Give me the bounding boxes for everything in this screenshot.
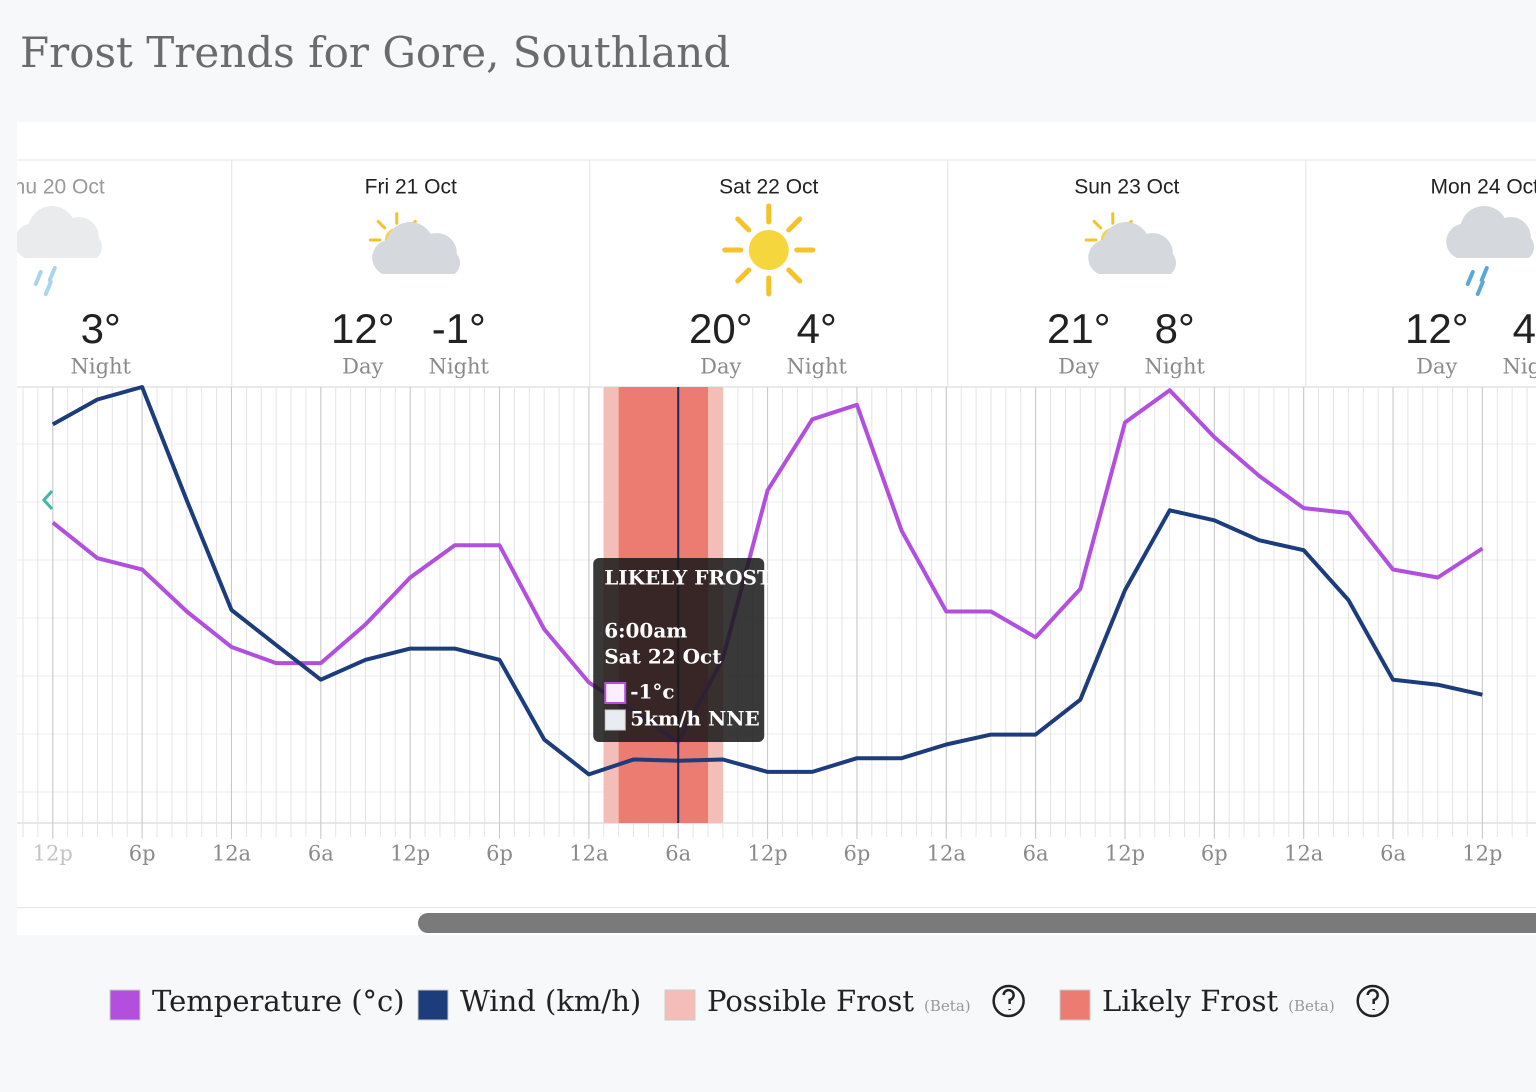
rain-drop <box>43 280 53 296</box>
tooltip-date: Sat 22 Oct <box>604 645 722 669</box>
x-tick-label: 12a <box>212 842 251 866</box>
rain-drop <box>1479 266 1489 282</box>
night-temp: -1° <box>432 305 486 352</box>
help-icon[interactable] <box>1356 984 1389 1018</box>
help-icon[interactable] <box>992 984 1025 1018</box>
scroll-left-arrow[interactable] <box>41 490 54 510</box>
help-icon-mark <box>1002 988 1015 1010</box>
tooltip-box <box>593 558 765 742</box>
rain-drop <box>1475 280 1485 296</box>
x-tick-label: 12a <box>927 842 966 866</box>
day-temp: 12° <box>331 305 395 352</box>
legend-beta: (Beta) <box>1288 997 1335 1015</box>
tooltip-temperature: -1°c <box>630 680 674 704</box>
day-label: Sun 23 Oct <box>1074 176 1179 199</box>
night-temp: 8° <box>1155 305 1195 352</box>
legend-swatch <box>1059 989 1091 1021</box>
page-title: Frost Trends for Gore, Southland <box>20 28 730 77</box>
x-tick-label: 12p <box>747 842 787 866</box>
rain-drop <box>1465 270 1475 286</box>
legend-label: Temperature (°c) <box>152 984 405 1018</box>
legend-label: Possible Frost <box>707 984 914 1018</box>
legend-swatch <box>109 989 141 1021</box>
legend-label: Wind (km/h) <box>460 984 641 1018</box>
tooltip-swatch <box>604 709 626 731</box>
x-tick-label: 6p <box>844 842 871 866</box>
series-line <box>51 388 1484 745</box>
tooltip-time: 6:00am <box>604 619 687 643</box>
x-tick-label: 6a <box>1380 842 1406 866</box>
rain-drop <box>47 266 57 282</box>
x-tick-label: 6a <box>665 842 691 866</box>
x-tick-label: 12p <box>390 842 430 866</box>
x-tick-label: 6p <box>129 842 156 866</box>
night-temp: 3° <box>81 305 121 352</box>
series-line <box>51 385 1483 777</box>
weather-icon <box>725 206 813 294</box>
legend-beta: (Beta) <box>924 997 971 1015</box>
night-temp: 4° <box>797 305 837 352</box>
tooltip-swatch <box>604 682 627 704</box>
x-tick-label: 12p <box>33 842 73 866</box>
day-temp: 12° <box>1405 305 1469 352</box>
horizontal-grid <box>17 443 1536 793</box>
day-temp-label: Day <box>1416 355 1457 379</box>
scroll-track <box>17 907 1536 908</box>
day-temp-label: Day <box>342 355 383 379</box>
x-tick-label: 12p <box>1105 842 1145 866</box>
x-tick-label: 6p <box>486 842 513 866</box>
day-temp-label: Day <box>1058 355 1099 379</box>
day-label: Sat 22 Oct <box>719 176 818 199</box>
help-icon-mark <box>1366 988 1379 1010</box>
legend-swatch <box>417 989 449 1021</box>
legend-swatch <box>664 989 696 1021</box>
night-temp-label: Night <box>71 355 132 379</box>
night-temp-label: Night <box>787 355 848 379</box>
day-temp: 21° <box>1047 305 1111 352</box>
night-temp-label: Night <box>429 355 490 379</box>
legend-label: Likely Frost <box>1102 984 1278 1018</box>
x-tick-label: 12p <box>1462 842 1502 866</box>
weather-icon <box>1446 206 1535 296</box>
night-temp-label: Night <box>1503 355 1536 379</box>
sun-icon <box>725 206 813 294</box>
rain-drop <box>33 270 43 286</box>
tooltip-title: LIKELY FROST <box>604 566 772 590</box>
x-tick-label: 12a <box>569 842 608 866</box>
day-label: Thu 20 Oct <box>1 176 105 199</box>
night-temp: 4° <box>1513 305 1536 352</box>
day-temp: 20° <box>689 305 753 352</box>
x-tick-label: 12a <box>1284 842 1323 866</box>
day-label: Mon 24 Oct <box>1430 176 1536 199</box>
weather-icon <box>17 206 103 296</box>
tooltip-wind: 5km/h NNE <box>630 707 760 731</box>
x-tick-label: 6a <box>1023 842 1049 866</box>
x-tick-label: 6p <box>1201 842 1228 866</box>
day-label: Fri 21 Oct <box>365 176 457 199</box>
day-temp-label: Day <box>700 355 741 379</box>
x-tick-label: 6a <box>308 842 334 866</box>
night-temp-label: Night <box>1145 355 1206 379</box>
scrollbar-thumb[interactable] <box>418 913 1536 933</box>
